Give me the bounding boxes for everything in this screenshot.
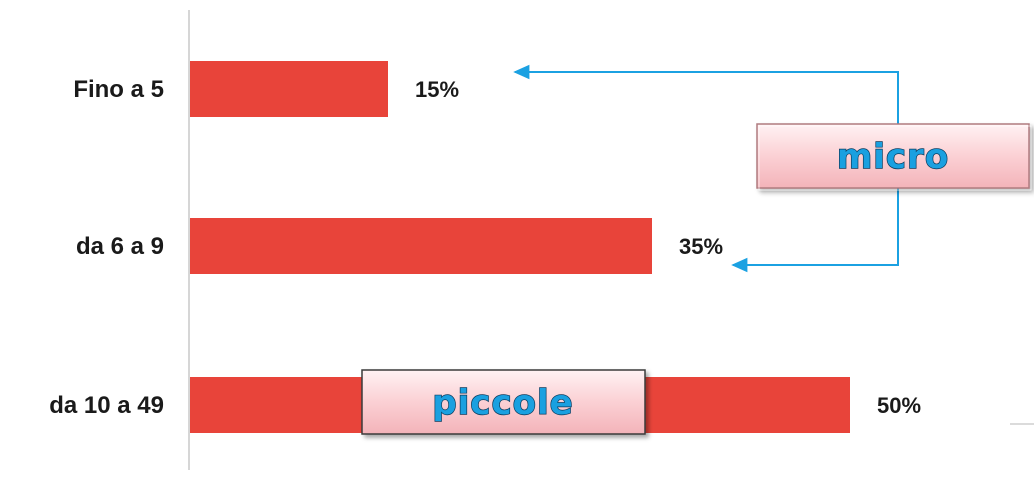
bar-2 — [190, 218, 652, 274]
micro-arrow-top — [513, 64, 899, 125]
piccole-tag — [361, 369, 646, 435]
category-label-2: da 6 a 9 — [76, 233, 164, 260]
bar-1 — [190, 61, 388, 117]
micro-annotation: micro — [513, 64, 1032, 273]
value-label-1: 15% — [415, 77, 459, 102]
category-label-3: da 10 a 49 — [49, 392, 164, 419]
value-label-2: 35% — [679, 234, 723, 259]
micro-label: micro — [837, 137, 949, 177]
micro-arrow-bottom — [731, 188, 899, 273]
value-label-3: 50% — [877, 393, 921, 418]
piccole-annotation: piccole — [361, 369, 646, 435]
micro-tag — [756, 123, 1032, 191]
category-label-1: Fino a 5 — [73, 76, 164, 103]
piccole-label: piccole — [432, 383, 573, 423]
